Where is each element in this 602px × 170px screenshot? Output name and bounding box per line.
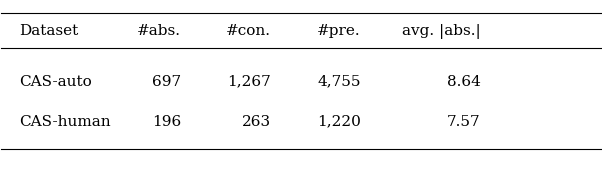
- Text: CAS-human: CAS-human: [19, 115, 111, 129]
- Text: #pre.: #pre.: [317, 24, 361, 38]
- Text: 8.64: 8.64: [447, 75, 481, 89]
- Text: 1,267: 1,267: [228, 75, 271, 89]
- Text: 7.57: 7.57: [447, 115, 481, 129]
- Text: #con.: #con.: [226, 24, 271, 38]
- Text: Dataset: Dataset: [19, 24, 79, 38]
- Text: 263: 263: [242, 115, 271, 129]
- Text: 4,755: 4,755: [317, 75, 361, 89]
- Text: 1,220: 1,220: [317, 115, 361, 129]
- Text: 196: 196: [152, 115, 181, 129]
- Text: 697: 697: [152, 75, 181, 89]
- Text: CAS-auto: CAS-auto: [19, 75, 92, 89]
- Text: avg. |abs.|: avg. |abs.|: [402, 24, 481, 39]
- Text: #abs.: #abs.: [137, 24, 181, 38]
